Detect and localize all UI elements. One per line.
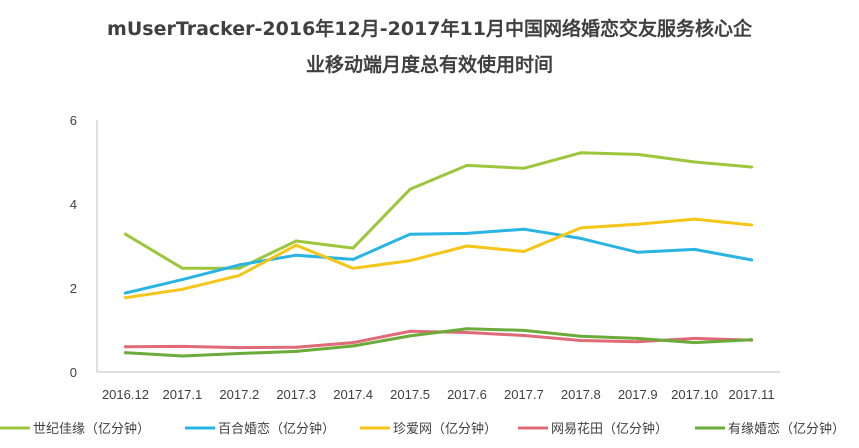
data-point	[237, 346, 241, 350]
data-point	[465, 231, 469, 235]
chart-title-line-1: mUserTracker-2016年12月-2017年11月中国网络婚恋交友服务…	[107, 18, 752, 40]
data-point	[465, 163, 469, 167]
data-point	[693, 341, 697, 345]
x-axis: 2016.12 2017.1 2017.2 2017.3 2017.4 2017.5 201…	[97, 371, 780, 402]
y-tick-label: 2	[70, 281, 77, 296]
legend-label: 网易花田（亿分钟）	[551, 421, 668, 437]
data-point	[408, 259, 412, 263]
x-tick-label: 2017.8	[561, 387, 601, 402]
data-point	[522, 328, 526, 332]
legend-label: 有缘婚恋（亿分钟）	[728, 421, 845, 437]
data-point	[180, 278, 184, 282]
data-point	[465, 244, 469, 248]
x-tick-label: 2017.11	[729, 387, 775, 402]
data-point	[408, 232, 412, 236]
data-point	[636, 336, 640, 340]
data-point	[636, 222, 640, 226]
data-point	[693, 336, 697, 340]
x-tick-label: 2017.10	[671, 387, 718, 402]
data-point	[522, 333, 526, 337]
legend-label: 百合婚恋（亿分钟）	[218, 421, 335, 437]
data-point	[123, 291, 127, 295]
x-tick-label: 2017.5	[390, 387, 430, 402]
data-point	[408, 187, 412, 191]
data-point	[636, 250, 640, 254]
series-lines	[123, 151, 754, 358]
data-point	[693, 247, 697, 251]
data-point	[750, 338, 754, 342]
data-point	[408, 334, 412, 338]
data-point	[180, 287, 184, 291]
data-point	[351, 266, 355, 270]
data-point	[123, 232, 127, 236]
x-tick-label: 2017.9	[618, 387, 658, 402]
data-point	[408, 329, 412, 333]
data-point	[579, 334, 583, 338]
data-point	[579, 339, 583, 342]
data-point	[579, 236, 583, 240]
data-point	[693, 217, 697, 221]
data-point	[180, 354, 184, 358]
data-point	[522, 249, 526, 253]
data-point	[237, 263, 241, 267]
legend: 世纪佳缘（亿分钟） 百合婚恋（亿分钟） 珍爱网（亿分钟） 网易花田（亿分钟） 有缘婚恋（…	[0, 421, 845, 437]
data-point	[123, 351, 127, 355]
data-point	[636, 152, 640, 156]
chart-title-line-2: 业移动端月度总有效使用时间	[305, 54, 553, 76]
data-point	[465, 327, 469, 331]
data-point	[351, 341, 355, 345]
x-tick-label: 2016.12	[102, 387, 149, 402]
x-tick-label: 2017.2	[219, 387, 259, 402]
data-point	[693, 160, 697, 164]
x-tick-label: 2017.4	[333, 387, 373, 402]
y-axis: 0 2 4 6	[70, 113, 98, 380]
legend-label: 世纪佳缘（亿分钟）	[33, 421, 150, 437]
data-point	[294, 349, 298, 353]
data-point	[294, 345, 298, 349]
data-point	[294, 243, 298, 247]
series-line-5	[124, 327, 753, 358]
data-point	[294, 239, 298, 243]
data-point	[123, 296, 127, 300]
x-tick-label: 2017.7	[504, 387, 544, 402]
data-point	[237, 273, 241, 277]
data-point	[180, 344, 184, 348]
y-tick-label: 4	[70, 197, 77, 212]
x-tick-label: 2017.3	[276, 387, 316, 402]
series-line-3	[124, 217, 753, 300]
data-point	[180, 266, 184, 270]
data-point	[750, 223, 754, 227]
x-tick-label: 2017.1	[162, 387, 202, 402]
series-line-2	[124, 227, 753, 295]
data-point	[351, 246, 355, 250]
data-point	[522, 227, 526, 231]
data-point	[465, 331, 469, 335]
data-point	[237, 266, 241, 270]
data-point	[750, 165, 754, 169]
data-point	[522, 166, 526, 170]
data-point	[579, 226, 583, 230]
data-point	[294, 253, 298, 257]
data-point	[237, 352, 241, 356]
data-point	[351, 344, 355, 348]
data-point	[750, 258, 754, 262]
data-point	[636, 340, 640, 344]
data-point	[123, 345, 127, 349]
data-point	[351, 257, 355, 261]
x-tick-label: 2017.6	[447, 387, 487, 402]
legend-label: 珍爱网（亿分钟）	[393, 421, 497, 437]
y-tick-label: 0	[70, 365, 77, 380]
data-point	[579, 151, 583, 155]
y-tick-label: 6	[70, 113, 77, 128]
